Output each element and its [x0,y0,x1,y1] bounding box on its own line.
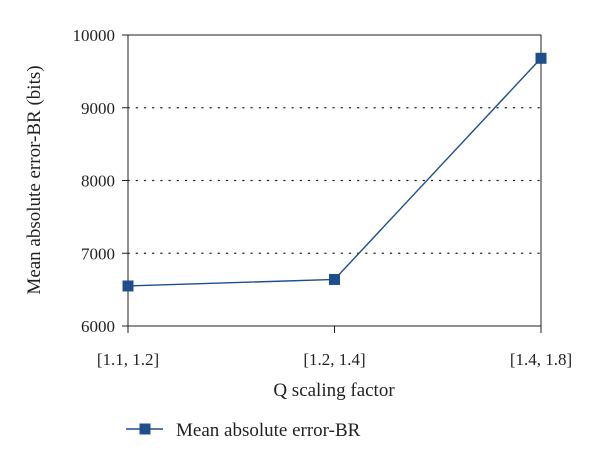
y-tick-label-0: 6000 [81,317,115,336]
legend: Mean absolute error-BR [126,420,361,441]
x-tick-label-1: [1.2, 1.4] [303,350,365,369]
data-point-0-0 [122,280,134,292]
x-tick-label-0: [1.1, 1.2] [97,350,159,369]
y-tick-label-2: 8000 [81,172,115,191]
y-axis-title: Mean absolute error-BR (bits) [24,65,45,294]
series-layer [122,52,547,292]
grid-lines [127,107,542,254]
data-point-0-2 [535,52,547,64]
x-axis-title: Q scaling factor [273,380,395,401]
y-tick-label-3: 9000 [81,99,115,118]
legend-square-marker [139,423,151,435]
x-axis-ticks: [1.1, 1.2] [1.2, 1.4] [1.4, 1.8] [97,326,572,369]
x-tick-label-2: [1.4, 1.8] [510,350,572,369]
y-tick-label-4: 10000 [73,26,116,45]
data-point-0-1 [329,273,340,285]
legend-label: Mean absolute error-BR [176,420,361,441]
y-axis-ticks: 6000 7000 8000 9000 10000 [73,26,128,336]
series-line-0 [127,57,542,287]
y-tick-label-1: 7000 [81,244,115,263]
